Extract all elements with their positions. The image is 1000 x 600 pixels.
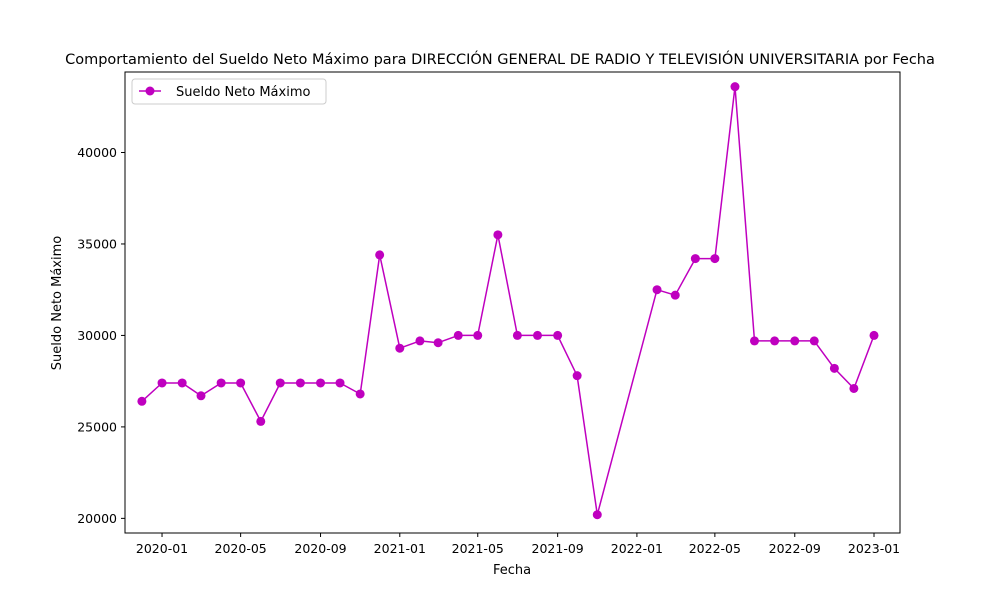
x-tick-label: 2022-09 [769, 541, 821, 556]
y-axis-label: Sueldo Neto Máximo [50, 236, 65, 370]
data-point [275, 378, 285, 388]
data-point [533, 330, 543, 340]
y-tick-label: 20000 [77, 511, 117, 526]
data-point [592, 510, 602, 520]
x-tick-label: 2020-01 [136, 541, 188, 556]
y-axis: 20000 25000 30000 35000 40000 [77, 145, 125, 526]
x-tick-label: 2020-09 [294, 541, 346, 556]
data-point [790, 336, 800, 346]
x-tick-label: 2020-05 [215, 541, 267, 556]
x-tick-label: 2022-01 [611, 541, 663, 556]
data-point [335, 378, 345, 388]
data-point [137, 396, 147, 406]
data-point [316, 378, 326, 388]
x-tick-label: 2022-05 [689, 541, 741, 556]
data-point [453, 330, 463, 340]
data-point [375, 250, 385, 260]
data-point [553, 330, 563, 340]
legend: Sueldo Neto Máximo [131, 78, 327, 105]
data-point [473, 330, 483, 340]
data-point [690, 254, 700, 264]
data-point [157, 378, 167, 388]
x-axis: 2020-01 2020-05 2020-09 2021-01 2021-05 2021-… [136, 533, 900, 556]
x-tick-label: 2021-05 [452, 541, 504, 556]
x-tick-label: 2023-01 [848, 541, 900, 556]
data-point [395, 343, 405, 353]
y-tick-label: 25000 [77, 419, 117, 434]
data-point [196, 391, 206, 401]
data-point [730, 82, 740, 92]
data-point [493, 230, 503, 240]
data-point [433, 338, 443, 348]
data-point [829, 363, 839, 373]
data-point [670, 290, 680, 300]
chart-title: Comportamiento del Sueldo Neto Máximo pa… [65, 50, 935, 68]
series-layer [137, 82, 879, 520]
data-point [809, 336, 819, 346]
y-tick-label: 40000 [77, 145, 117, 160]
x-tick-label: 2021-09 [532, 541, 584, 556]
y-tick-label: 30000 [77, 328, 117, 343]
data-point [256, 416, 266, 426]
data-point [216, 378, 226, 388]
data-point [295, 378, 305, 388]
legend-box [131, 78, 327, 105]
legend-label: Sueldo Neto Máximo [176, 85, 310, 100]
data-point [572, 371, 582, 381]
data-point [177, 378, 187, 388]
data-point [849, 383, 859, 393]
data-point [710, 254, 720, 264]
data-point [652, 285, 662, 295]
plot-area [124, 71, 901, 534]
x-axis-label: Fecha [493, 563, 531, 578]
data-point [770, 336, 780, 346]
legend-marker-sample [145, 86, 155, 96]
y-tick-label: 35000 [77, 236, 117, 251]
data-point [415, 336, 425, 346]
data-point [236, 378, 246, 388]
x-tick-label: 2021-01 [374, 541, 426, 556]
data-point [512, 330, 522, 340]
data-point [749, 336, 759, 346]
data-point [355, 389, 365, 399]
data-point [869, 330, 879, 340]
